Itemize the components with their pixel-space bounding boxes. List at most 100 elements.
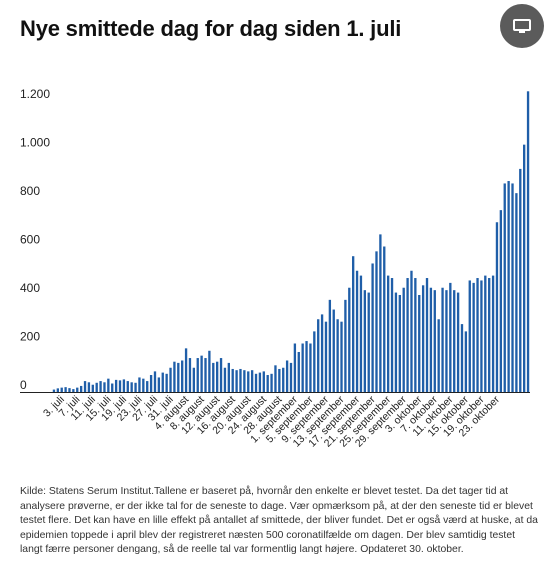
bar [359,275,363,392]
bar [488,278,491,392]
bar [216,361,219,392]
bar [181,360,184,392]
bar [371,263,374,392]
bar [464,331,468,393]
bar [491,275,495,392]
bar [285,360,289,392]
bar [95,382,98,392]
bar [122,379,126,392]
bar [441,287,444,392]
bar [379,234,382,393]
bar [468,280,471,392]
bar [332,309,335,392]
bar [68,388,71,392]
bar [507,181,510,392]
bar [165,373,168,392]
bar [142,378,145,392]
y-tick-label: 200 [20,330,40,344]
bar [375,251,378,392]
y-tick-label: 1.200 [20,87,50,101]
bar [324,321,328,393]
bar [177,362,180,392]
bar [270,373,273,392]
bar [250,370,254,392]
bar [503,183,506,392]
bar [169,367,172,392]
bar [398,295,401,392]
bar [320,314,324,392]
bar [344,299,347,392]
bar [126,381,129,392]
bar [414,278,417,392]
bar [511,183,514,392]
bar [266,375,269,392]
bar [394,292,398,392]
bar [239,368,242,392]
bar [114,379,118,393]
bar [313,331,316,393]
page-title: Nye smittede dag for dag siden 1. juli [20,16,402,41]
y-tick-label: 800 [20,184,40,198]
bar [60,387,63,392]
bar [526,91,530,393]
bar [258,372,262,392]
bar [87,382,91,392]
bar [499,210,503,393]
bar [103,382,106,392]
bar [390,278,394,392]
bar [76,387,79,392]
bar [192,367,196,392]
bar [219,358,223,392]
bar [204,358,207,392]
bar [247,371,250,392]
bar [254,373,258,392]
bar [429,287,433,392]
bar [52,389,56,392]
bar [472,282,475,393]
y-tick-label: 600 [20,233,40,247]
bar [293,343,297,392]
bar [64,387,67,392]
bar [188,358,192,392]
bar [99,381,102,392]
bar [480,280,483,392]
bar [184,348,188,392]
bar [83,381,87,392]
bar [289,362,293,392]
bar [301,343,304,392]
bar [476,278,479,392]
bar [223,367,227,392]
bar [352,256,355,392]
bar [523,144,526,392]
bar [282,367,285,392]
bar [317,319,320,392]
bar [235,370,238,392]
bar [212,362,215,392]
bar [138,377,141,392]
bar [56,388,59,392]
bar [418,295,421,392]
bar [149,375,153,392]
bar [107,378,110,392]
bar [243,370,246,392]
bar [386,275,390,392]
bar [196,358,199,392]
fullscreen-button[interactable] [500,4,544,48]
bar [297,351,300,392]
bar [72,389,75,392]
bar [340,321,343,393]
y-tick-label: 0 [20,378,27,392]
bar [383,246,386,392]
bar [456,292,460,392]
bar [453,290,456,392]
bar [433,290,436,392]
y-tick-label: 400 [20,281,40,295]
bar [111,383,114,392]
bar [231,368,234,392]
y-tick-label: 1.000 [20,136,50,150]
bar [79,385,83,392]
bar [363,290,366,392]
bar [348,287,351,392]
bar [161,372,164,392]
